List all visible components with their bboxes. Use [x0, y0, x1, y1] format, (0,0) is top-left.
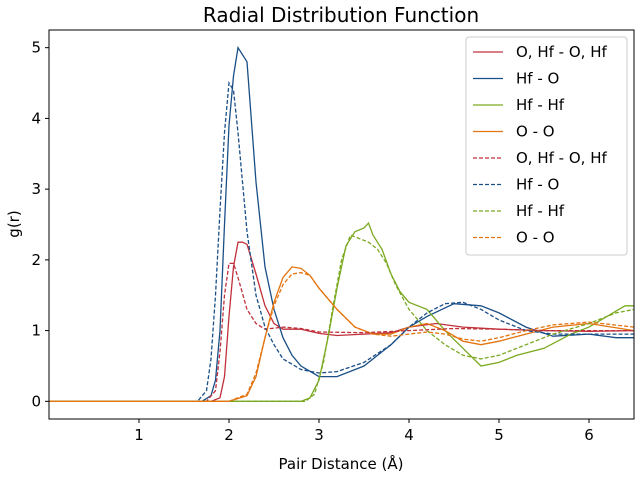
y-tick-label: 4	[31, 109, 41, 127]
chart-title: Radial Distribution Function	[203, 3, 479, 27]
series-line-solid-1	[49, 45, 634, 402]
series-line-dashed-7	[49, 271, 634, 402]
legend: O, Hf - O, Hf Hf - O Hf - Hf O - O O, Hf - O…	[465, 36, 628, 256]
legend-label: O - O	[516, 229, 555, 247]
legend-label: Hf - O	[516, 176, 559, 194]
x-tick-label: 6	[584, 426, 594, 444]
legend-box	[465, 36, 628, 256]
legend-label: O, Hf - O, Hf	[516, 149, 607, 167]
plot-frame	[48, 29, 635, 420]
y-tick-label: 1	[31, 322, 41, 340]
x-tick-label: 4	[404, 426, 414, 444]
legend-label: Hf - Hf	[516, 202, 565, 220]
x-tick-label: 1	[134, 426, 144, 444]
y-tick-label: 5	[31, 39, 41, 57]
legend-label: Hf - O	[516, 70, 559, 88]
legend-label: O - O	[516, 123, 555, 141]
legend-label: O, Hf - O, Hf	[516, 43, 607, 61]
series-line-dashed-6	[49, 234, 634, 402]
series-line-solid-0	[49, 241, 634, 402]
series-line-dashed-5	[49, 81, 634, 402]
y-tick-label: 0	[31, 392, 41, 410]
y-tick-label: 3	[31, 180, 41, 198]
legend-label: Hf - Hf	[516, 96, 565, 114]
x-tick-label: 3	[314, 426, 324, 444]
y-axis-ticks: 0 1 2 3 4 5	[31, 39, 49, 410]
y-tick-label: 2	[31, 251, 41, 269]
x-tick-label: 2	[224, 426, 234, 444]
x-tick-label: 5	[494, 426, 504, 444]
x-axis-label: Pair Distance (Å)	[279, 454, 404, 473]
plot-lines	[49, 45, 634, 402]
x-axis-ticks: 1 2 3 4 5 6	[134, 419, 594, 444]
y-axis-label: g(r)	[5, 210, 23, 237]
series-line-dashed-4	[49, 262, 634, 402]
